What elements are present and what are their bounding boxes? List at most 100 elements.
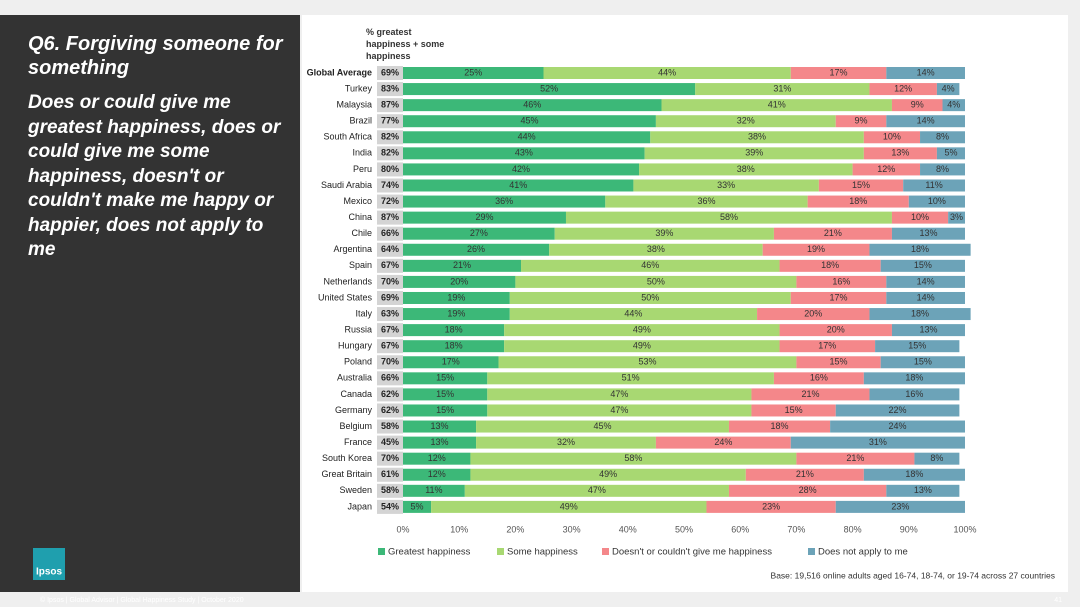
total-box <box>377 162 403 177</box>
value-label: 4% <box>947 100 960 110</box>
total-box <box>377 242 403 257</box>
legend-label: Does not apply to me <box>818 547 908 558</box>
category-label: Italy <box>355 308 372 318</box>
value-label: 9% <box>911 100 924 110</box>
bar-segment <box>869 308 971 321</box>
bar-segment <box>886 67 965 79</box>
bar-segment <box>886 275 965 288</box>
category-label: Global Average <box>307 67 372 77</box>
bar-segment <box>565 211 892 224</box>
bar-segment <box>936 147 965 160</box>
side-panel <box>0 15 300 592</box>
value-label: 16% <box>832 276 850 286</box>
bar-segment <box>796 275 887 288</box>
bar-segment <box>655 436 791 449</box>
x-tick-label: 20% <box>506 524 524 534</box>
value-label: 17% <box>830 292 848 302</box>
value-label: 3% <box>950 212 963 222</box>
value-label: 41% <box>509 180 527 190</box>
value-label: 15% <box>830 357 848 367</box>
bar-segment <box>464 484 729 497</box>
bar-segment <box>891 99 943 112</box>
total-label: 62% <box>381 389 399 399</box>
bar-segment <box>728 420 831 433</box>
value-label: 18% <box>445 341 463 351</box>
value-label: 21% <box>824 228 842 238</box>
value-label: 31% <box>773 83 791 93</box>
bar-segment <box>504 324 780 337</box>
total-box <box>377 499 403 514</box>
bar-segment <box>403 227 555 240</box>
total-box <box>377 339 403 354</box>
bar-segment <box>403 243 550 256</box>
bar-segment <box>695 83 870 96</box>
value-label: 21% <box>453 260 471 270</box>
bar-segment <box>863 372 965 385</box>
total-box <box>377 98 403 113</box>
bar-segment <box>498 356 797 369</box>
category-label: Poland <box>344 357 372 367</box>
total-box <box>377 355 403 370</box>
total-box <box>377 403 403 418</box>
value-label: 38% <box>737 164 755 174</box>
bar-segment <box>807 195 909 208</box>
value-label: 17% <box>830 67 848 77</box>
value-label: 8% <box>936 132 949 142</box>
bar-segment <box>403 67 544 79</box>
bar-segment <box>403 147 645 160</box>
bar-segment <box>403 308 510 321</box>
value-label: 13% <box>891 148 909 158</box>
total-label: 54% <box>381 501 399 511</box>
value-label: 9% <box>855 116 868 126</box>
category-label: Japan <box>347 501 372 511</box>
bar-segment <box>886 115 965 128</box>
value-label: 26% <box>467 244 485 254</box>
total-label: 66% <box>381 228 399 238</box>
bar-segment <box>903 179 965 192</box>
bar-segment <box>790 291 887 304</box>
value-label: 10% <box>928 196 946 206</box>
bar-segment <box>835 500 965 513</box>
bar-segment <box>403 388 488 401</box>
value-label: 47% <box>588 485 606 495</box>
category-label: Mexico <box>343 196 372 206</box>
category-label: France <box>344 437 372 447</box>
value-label: 17% <box>818 341 836 351</box>
legend-label: Doesn't or couldn't give me happiness <box>612 547 772 558</box>
category-label: India <box>352 148 372 158</box>
bar-segment <box>863 131 921 144</box>
x-tick-label: 70% <box>787 524 805 534</box>
bar-segment <box>403 356 499 369</box>
bar-segment <box>403 468 471 481</box>
value-label: 13% <box>431 437 449 447</box>
value-label: 14% <box>917 116 935 126</box>
value-label: 11% <box>425 485 442 495</box>
value-label: 15% <box>908 341 926 351</box>
total-label: 64% <box>381 244 399 254</box>
value-label: 8% <box>936 164 949 174</box>
category-label: Spain <box>349 260 372 270</box>
total-label: 69% <box>381 67 399 77</box>
bar-segment <box>403 436 477 449</box>
total-label: 67% <box>381 341 399 351</box>
x-tick-label: 50% <box>675 524 693 534</box>
value-label: 12% <box>877 164 895 174</box>
bar-segment <box>936 83 960 96</box>
bar-segment <box>403 195 606 208</box>
bar-segment <box>914 452 960 465</box>
category-label: Australia <box>337 373 372 383</box>
value-label: 14% <box>917 67 935 77</box>
value-label: 19% <box>447 292 465 302</box>
total-box <box>377 82 403 97</box>
total-box <box>377 66 403 80</box>
bar-segment <box>880 356 965 369</box>
total-box <box>377 435 403 450</box>
total-label: 58% <box>381 485 399 495</box>
x-tick-label: 30% <box>563 524 581 534</box>
category-label: Belgium <box>339 421 372 431</box>
category-label: Peru <box>353 164 372 174</box>
value-label: 52% <box>540 83 558 93</box>
bar-segment <box>942 99 965 112</box>
value-label: 10% <box>911 212 929 222</box>
bar-segment <box>869 83 937 96</box>
